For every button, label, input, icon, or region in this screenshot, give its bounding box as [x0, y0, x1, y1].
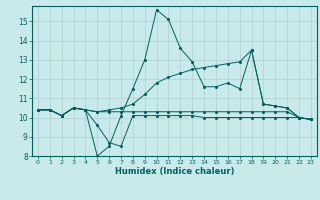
X-axis label: Humidex (Indice chaleur): Humidex (Indice chaleur)	[115, 167, 234, 176]
